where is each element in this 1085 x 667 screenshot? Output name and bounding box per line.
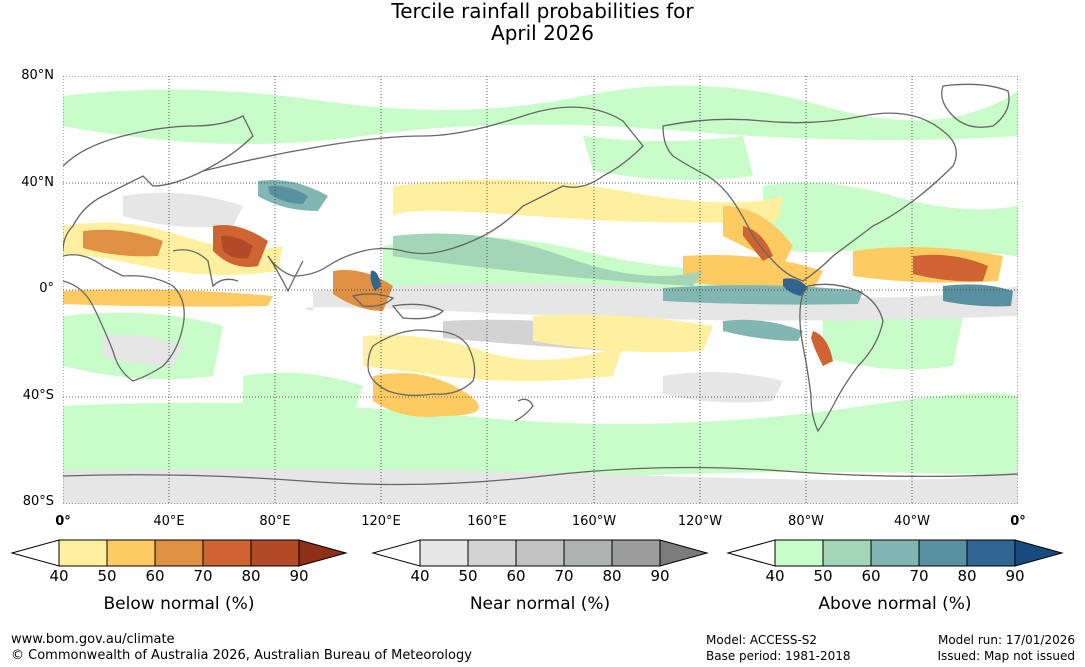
colorbar-segment [467,539,517,567]
colorbar-below-label: Below normal (%) [103,594,255,614]
colorbar-segment [106,539,156,567]
colorbar-segment [870,539,920,567]
map-title-line1: Tercile rainfall probabilities for [391,0,694,23]
colorbar-below [10,539,348,567]
map-title-line2: April 2026 [491,21,594,45]
colorbar-under-arrow [726,539,776,567]
tick-above-40: 40 [765,567,785,585]
colorbar-segment [515,539,565,567]
tick-above-70: 70 [909,567,929,585]
tick-near-90: 90 [650,567,670,585]
tick-below-90: 90 [289,567,309,585]
colorbar-segment [611,539,661,567]
footer-url[interactable]: www.bom.gov.au/climate [11,632,175,647]
footer-model: Model: ACCESS-S2 [706,633,818,647]
lon-label-120e: 120°E [361,514,401,529]
lat-label-80n: 80°N [21,68,54,83]
colorbar-above-label: Above normal (%) [818,594,972,614]
tick-near-40: 40 [410,567,430,585]
rainfall-probability-map [63,76,1018,504]
lon-label-160e: 160°E [467,514,507,529]
lon-label-40e: 40°E [153,514,185,529]
colorbar-near-label: Near normal (%) [469,594,611,614]
tick-near-70: 70 [554,567,574,585]
footer-model-run: Model run: 17/01/2026 [937,633,1075,647]
lon-label-120w: 120°W [677,514,723,529]
tick-below-70: 70 [193,567,213,585]
colorbar-near [371,539,709,567]
lat-label-40n: 40°N [21,175,54,190]
lon-label-160w: 160°W [571,514,617,529]
tick-above-80: 80 [957,567,977,585]
lon-label-80w: 80°W [788,514,824,529]
colorbar-under-arrow [10,539,60,567]
colorbar-over-arrow [1014,539,1064,567]
lon-label-0-end: 0° [1010,514,1026,529]
colorbar-segment [419,539,469,567]
tick-above-90: 90 [1005,567,1025,585]
colorbar-segment [563,539,613,567]
colorbars [10,539,1064,567]
colorbar-under-arrow [371,539,421,567]
tick-below-50: 50 [97,567,117,585]
colorbar-segment [966,539,1016,567]
tick-above-50: 50 [813,567,833,585]
colorbar-segment [250,539,300,567]
tick-below-60: 60 [145,567,165,585]
colorbar-segment [202,539,252,567]
graticule [63,76,1018,504]
tick-near-80: 80 [602,567,622,585]
tick-below-40: 40 [49,567,69,585]
footer-copyright: © Commonwealth of Australia 2026, Austra… [11,648,472,663]
colorbar-segment [774,539,824,567]
lon-label-0: 0° [55,514,71,529]
tick-above-60: 60 [861,567,881,585]
lat-label-80s: 80°S [22,494,54,509]
colorbar-over-arrow [659,539,709,567]
colorbar-above [726,539,1064,567]
tick-near-60: 60 [506,567,526,585]
footer-issued: Issued: Map not issued [937,649,1075,663]
lon-label-40w: 40°W [894,514,930,529]
colorbar-segment [154,539,204,567]
colorbar-segment [918,539,968,567]
map-field [63,85,1018,504]
tick-near-50: 50 [458,567,478,585]
colorbar-segment [58,539,108,567]
lon-label-80e: 80°E [259,514,291,529]
colorbar-over-arrow [298,539,348,567]
lat-label-40s: 40°S [22,388,54,403]
footer-base-period: Base period: 1981-2018 [706,649,851,663]
lat-label-0: 0° [39,281,54,296]
coastlines [63,83,1018,486]
colorbar-segment [822,539,872,567]
tick-below-80: 80 [241,567,261,585]
